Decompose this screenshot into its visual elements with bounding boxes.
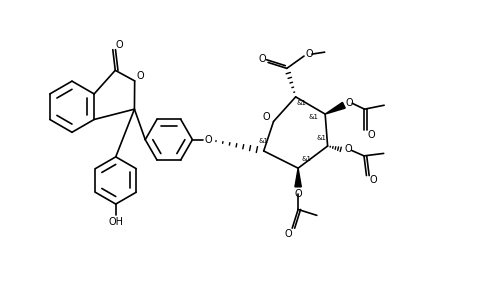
Text: O: O (258, 54, 266, 64)
Text: O: O (346, 98, 353, 108)
Text: O: O (115, 40, 123, 50)
Text: O: O (305, 49, 313, 59)
Text: &1: &1 (302, 156, 312, 162)
Text: O: O (345, 144, 352, 154)
Text: O: O (205, 135, 212, 145)
Polygon shape (325, 102, 345, 114)
Text: &1: &1 (258, 138, 268, 144)
Text: O: O (285, 229, 292, 239)
Text: O: O (294, 189, 302, 199)
Text: OH: OH (108, 217, 123, 227)
Text: O: O (137, 72, 144, 81)
Text: O: O (369, 176, 377, 185)
Text: &1: &1 (297, 100, 307, 106)
Text: O: O (367, 130, 375, 140)
Text: O: O (263, 112, 271, 121)
Polygon shape (295, 168, 301, 187)
Text: &1: &1 (309, 113, 319, 120)
Text: &1: &1 (317, 135, 327, 141)
